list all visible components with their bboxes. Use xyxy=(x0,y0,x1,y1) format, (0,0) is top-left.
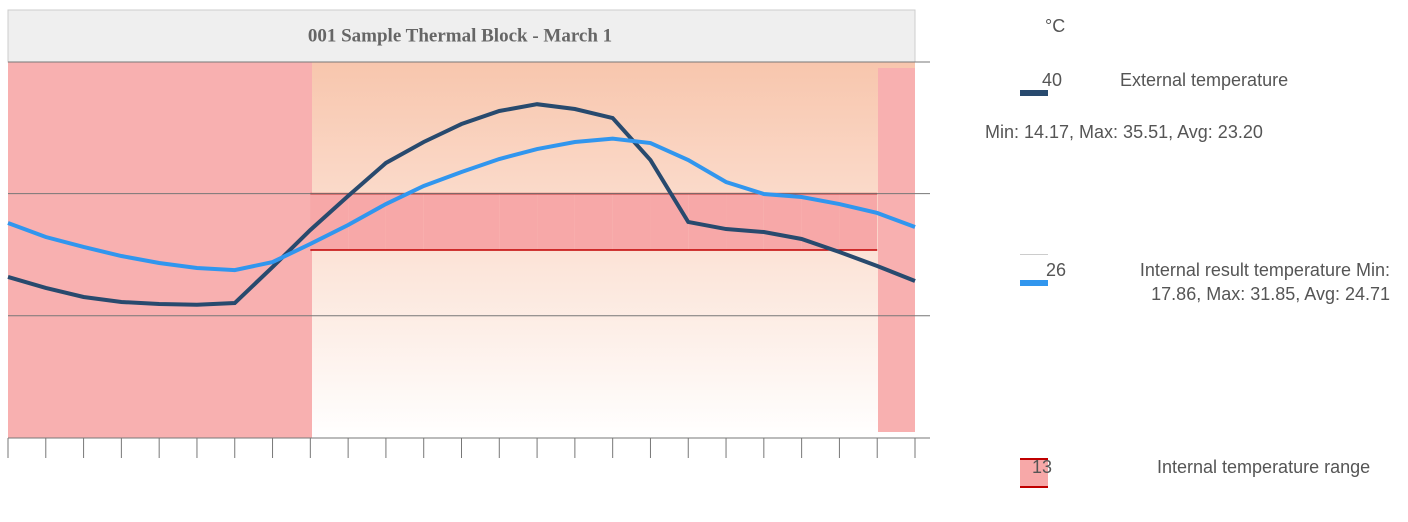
range-band xyxy=(537,193,575,250)
legend-tick: 40 xyxy=(1042,70,1063,90)
chart-title: 001 Sample Thermal Block - March 1 xyxy=(308,25,612,46)
legend-swatch-line xyxy=(1020,254,1048,255)
chart: 001 Sample Thermal Block - March 1 xyxy=(7,9,930,458)
range-band xyxy=(574,193,613,250)
legend-stats: Min: 17.86, Max: 31.85, Avg: 24.71 xyxy=(1151,260,1390,304)
legend-label: External temperature xyxy=(1120,70,1289,90)
off-period xyxy=(878,68,915,432)
legend-tick: 26 xyxy=(1046,260,1067,280)
legend-label: Internal result temperature Min: 17.86, … xyxy=(1100,258,1390,306)
off-period xyxy=(8,62,312,438)
range-band xyxy=(423,193,462,250)
legend-tick: 13 xyxy=(1032,457,1053,477)
range-band xyxy=(726,193,764,250)
legend-stats: Min: 14.17, Max: 35.51, Avg: 23.20 xyxy=(985,122,1263,142)
range-band xyxy=(499,193,538,250)
series-line xyxy=(7,102,916,307)
legend-swatch xyxy=(1020,90,1048,96)
legend-label: Internal temperature range xyxy=(1157,457,1371,477)
range-band xyxy=(763,193,802,250)
range-band xyxy=(839,193,878,250)
title-bar xyxy=(7,9,916,63)
range-band xyxy=(612,193,651,250)
unit-label: °C xyxy=(1045,16,1066,36)
range-band xyxy=(650,193,689,250)
range-band xyxy=(461,193,500,250)
series-line xyxy=(7,136,916,273)
legend-name: Internal result temperature xyxy=(1139,260,1351,280)
legend-swatch xyxy=(1020,280,1048,286)
legend-swatch xyxy=(1020,458,1048,488)
